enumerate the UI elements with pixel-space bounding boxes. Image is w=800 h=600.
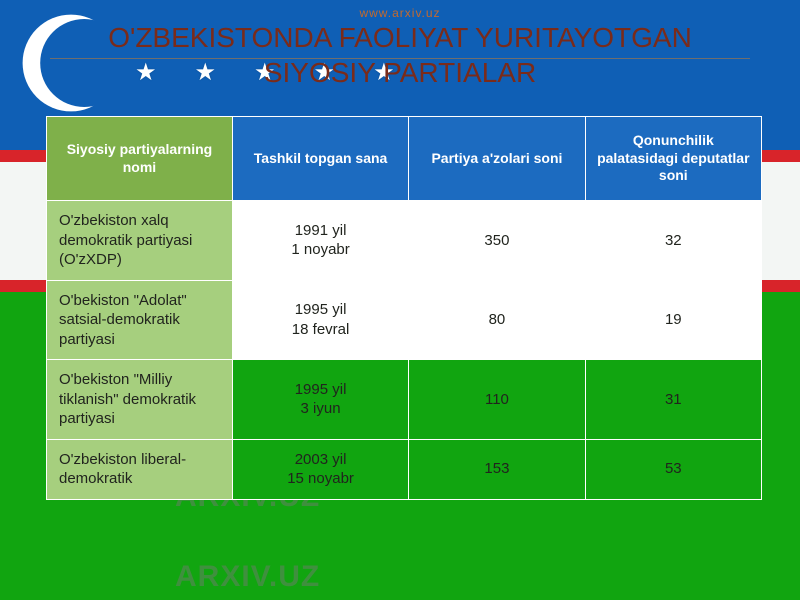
table-row: O'zbekiston xalq demokratik partiyasi (O… xyxy=(47,201,762,281)
cell-date: 2003 yil 15 noyabr xyxy=(232,439,408,499)
table-row: O'bekiston "Milliy tiklanish" demokratik… xyxy=(47,360,762,440)
cell-deputies: 53 xyxy=(585,439,761,499)
cell-members: 350 xyxy=(409,201,585,281)
table-body: O'zbekiston xalq demokratik partiyasi (O… xyxy=(47,201,762,500)
col-header-members: Partiya a'zolari soni xyxy=(409,117,585,201)
slide-title: O'ZBEKISTONDA FAOLIYAT YURITAYOTGAN SIYO… xyxy=(50,20,750,90)
col-header-name: Siyosiy partiyalarning nomi xyxy=(47,117,233,201)
cell-party-name: O'zbekiston liberal-demokratik xyxy=(47,439,233,499)
col-header-deputies: Qonunchilik palatasidagi deputatlar soni xyxy=(585,117,761,201)
title-line-1: O'ZBEKISTONDA FAOLIYAT YURITAYOTGAN xyxy=(108,22,692,53)
parties-table: Siyosiy partiyalarning nomi Tashkil topg… xyxy=(46,116,762,500)
cell-deputies: 31 xyxy=(585,360,761,440)
cell-party-name: O'bekiston "Adolat" satsial-demokratik p… xyxy=(47,280,233,360)
table-header-row: Siyosiy partiyalarning nomi Tashkil topg… xyxy=(47,117,762,201)
cell-party-name: O'zbekiston xalq demokratik partiyasi (O… xyxy=(47,201,233,281)
title-underline xyxy=(50,58,750,59)
cell-party-name: O'bekiston "Milliy tiklanish" demokratik… xyxy=(47,360,233,440)
cell-deputies: 19 xyxy=(585,280,761,360)
cell-members: 153 xyxy=(409,439,585,499)
cell-date: 1995 yil 3 iyun xyxy=(232,360,408,440)
table-row: O'zbekiston liberal-demokratik 2003 yil … xyxy=(47,439,762,499)
cell-date: 1991 yil 1 noyabr xyxy=(232,201,408,281)
cell-members: 80 xyxy=(409,280,585,360)
cell-deputies: 32 xyxy=(585,201,761,281)
cell-date: 1995 yil 18 fevral xyxy=(232,280,408,360)
slide: ★★★★★ www.arxiv.uz ARXIV.UZ ARXIV.UZ ARX… xyxy=(0,0,800,600)
title-line-2: SIYOSIY PARTIALAR xyxy=(264,57,536,88)
table-row: O'bekiston "Adolat" satsial-demokratik p… xyxy=(47,280,762,360)
col-header-date: Tashkil topgan sana xyxy=(232,117,408,201)
cell-members: 110 xyxy=(409,360,585,440)
parties-table-wrap: Siyosiy partiyalarning nomi Tashkil topg… xyxy=(46,116,762,500)
